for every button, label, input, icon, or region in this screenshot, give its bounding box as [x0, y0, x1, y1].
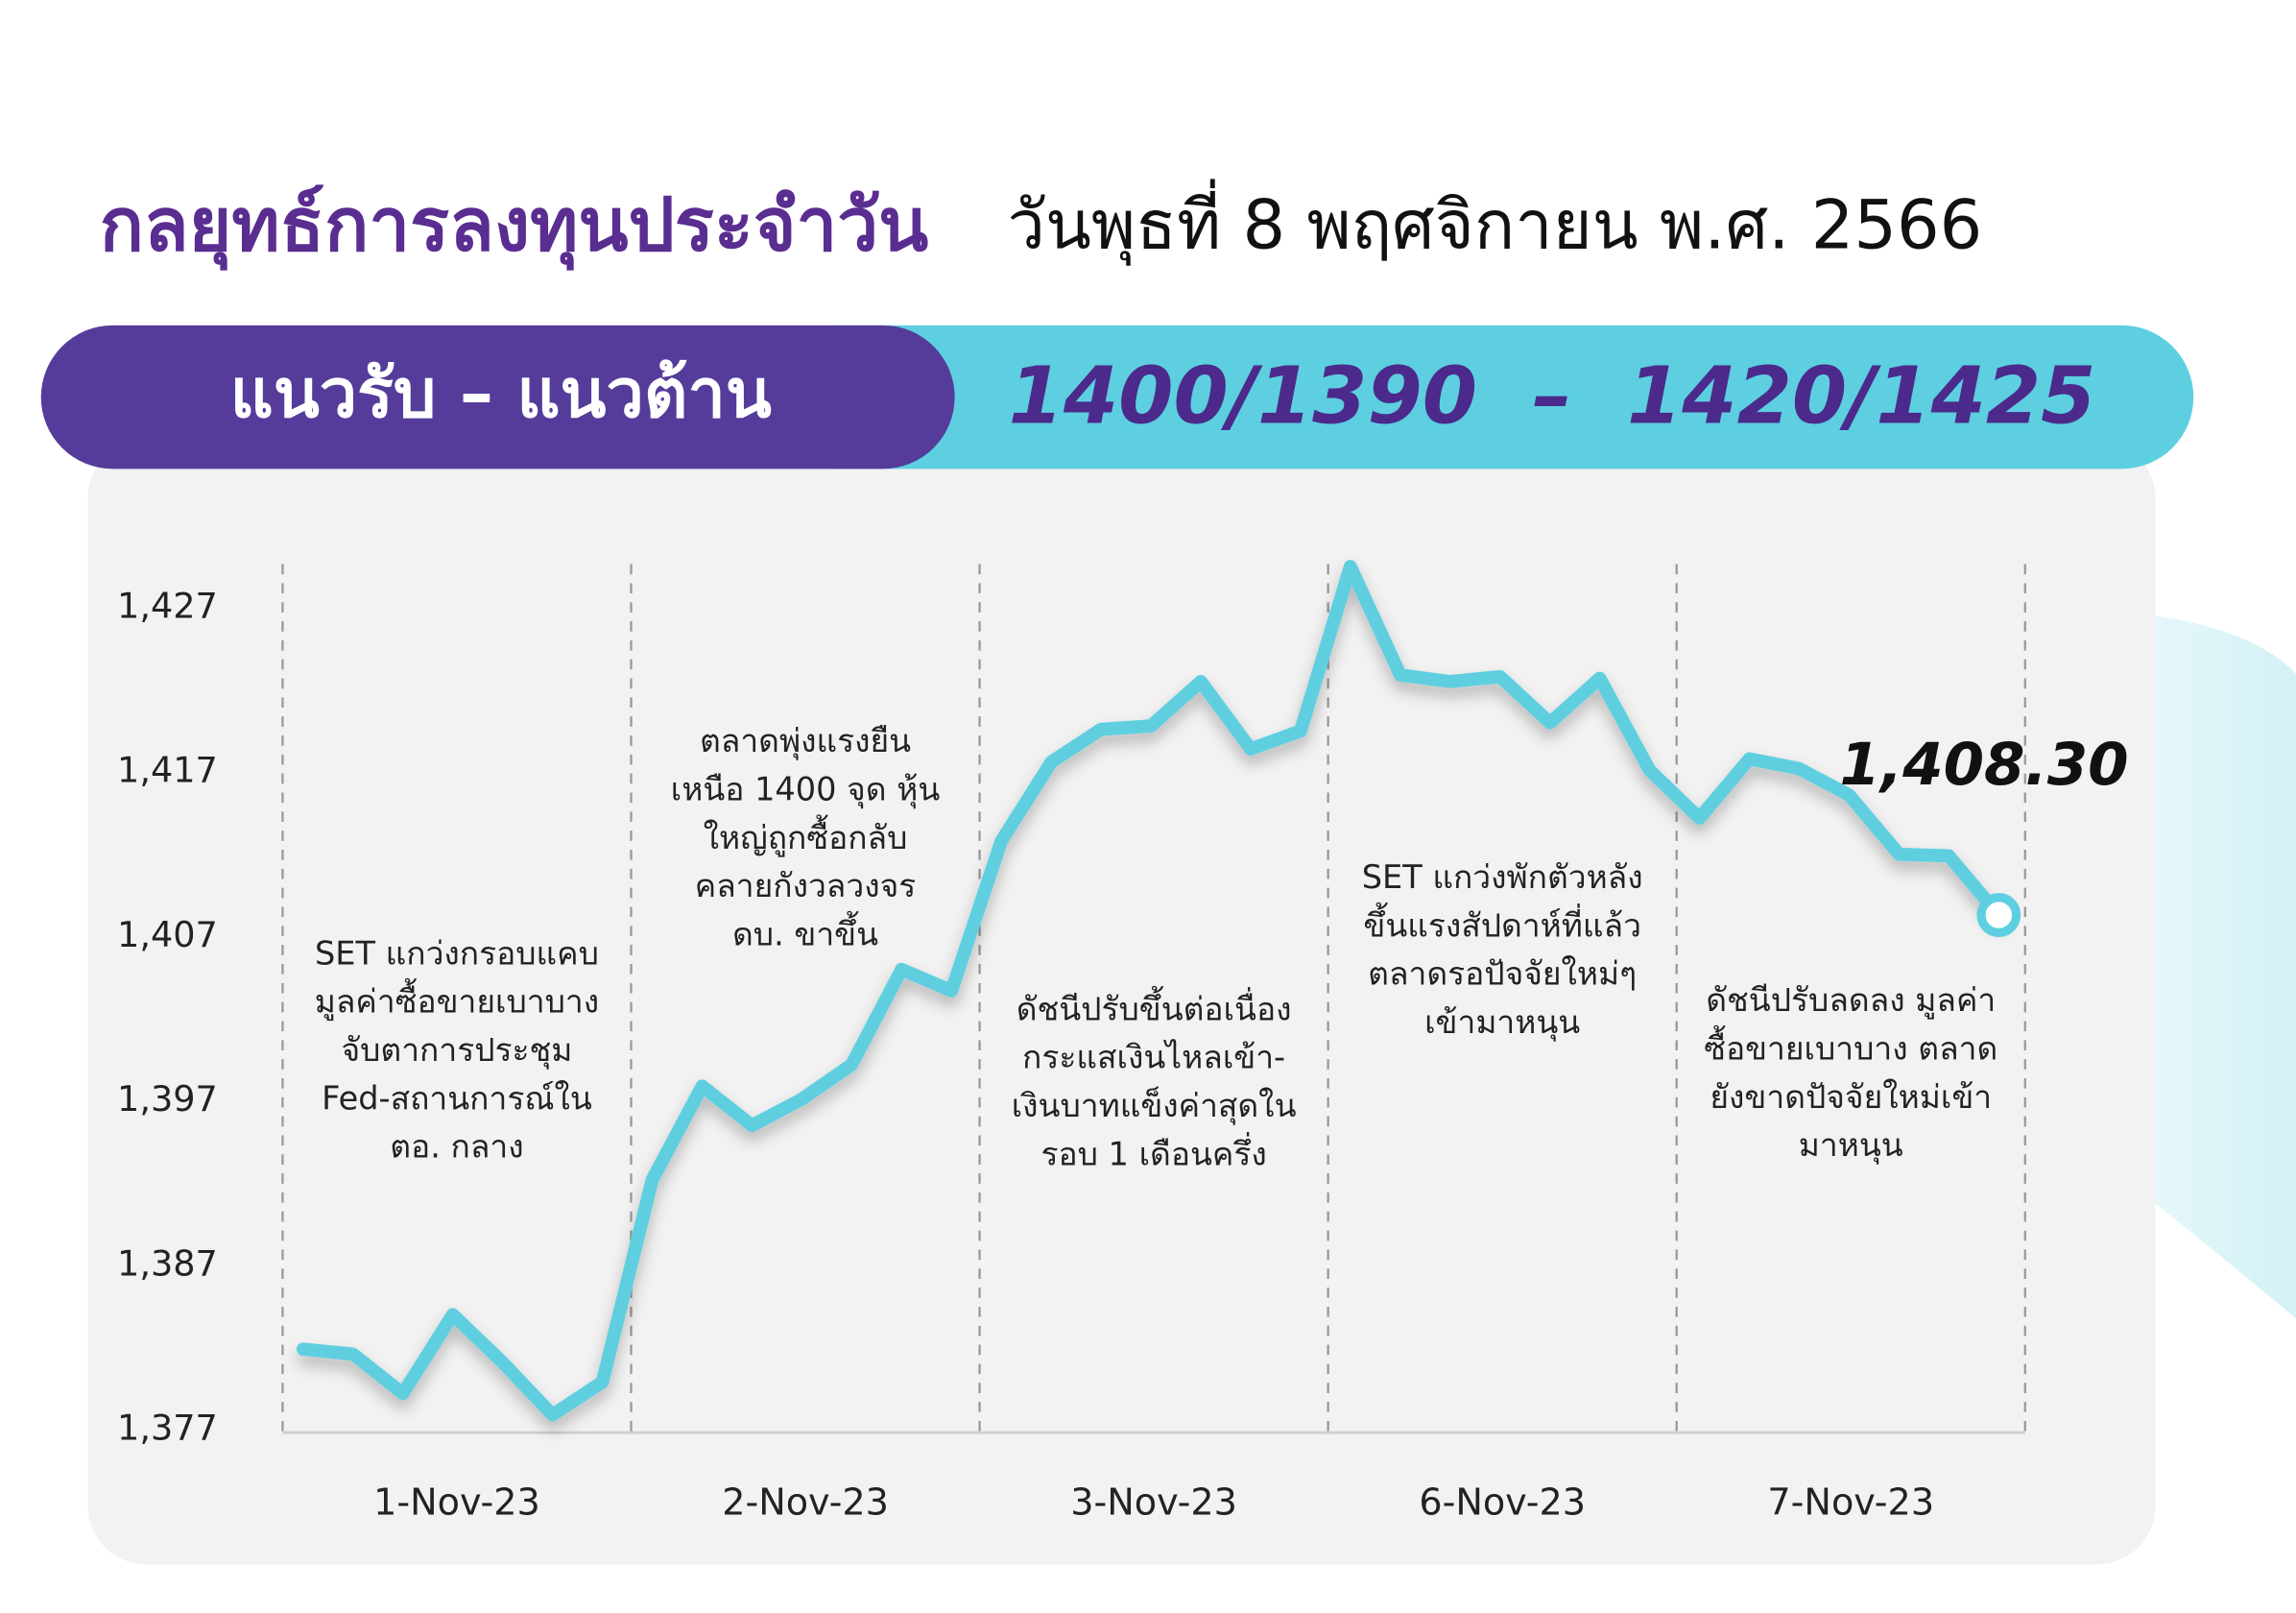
y-tick-label: 1,417 — [117, 750, 218, 791]
annotation: คลายกังวลวงจร — [695, 867, 916, 904]
banner-right — [761, 325, 2194, 469]
date: วันพุธที่ 8 พฤศจิกายน พ.ศ. 2566 — [1008, 180, 1983, 267]
annotation: จับตาการประชุม — [341, 1031, 572, 1070]
chart-panel — [87, 439, 2156, 1565]
annotation: ดัชนีปรับขึ้นต่อเนื่อง — [1016, 985, 1292, 1027]
banner-left — [40, 325, 955, 469]
annotation: SET แกว่งกรอบแคบ — [315, 934, 599, 972]
x-tick-label: 7-Nov-23 — [1767, 1481, 1934, 1523]
annotation: รอบ 1 เดือนครึ่ง — [1040, 1131, 1266, 1172]
annotation: ตลาดรอปัจจัยใหม่ๆ — [1368, 955, 1637, 993]
x-tick-label: 2-Nov-23 — [722, 1481, 889, 1523]
title: กลยุทธ์การลงทุนประจำวัน — [100, 182, 929, 272]
y-tick-label: 1,387 — [117, 1242, 218, 1284]
banner-label: แนวรับ – แนวต้าน — [230, 354, 772, 433]
annotation: ตอ. กลาง — [390, 1128, 523, 1166]
annotation: ซื้อขายเบาบาง ตลาด — [1704, 1024, 1997, 1067]
annotation: ใหญ่ถูกซื้อกลับ — [704, 814, 908, 857]
x-tick-label: 6-Nov-23 — [1419, 1481, 1586, 1523]
y-tick-label: 1,397 — [117, 1078, 218, 1119]
y-tick-label: 1,407 — [117, 914, 218, 955]
x-tick-label: 3-Nov-23 — [1070, 1481, 1237, 1523]
annotation: ยังขาดปัจจัยใหม่เข้า — [1710, 1078, 1992, 1116]
y-tick-label: 1,377 — [117, 1408, 218, 1449]
annotation: ดบ. ขาขึ้น — [732, 911, 878, 953]
annotation: เข้ามาหนุน — [1424, 1003, 1580, 1042]
y-tick-label: 1,427 — [117, 585, 218, 626]
annotation: มาหนุน — [1799, 1126, 1903, 1165]
value-label: 1,408.30 — [1840, 731, 2129, 799]
background-shape — [2152, 614, 2296, 1319]
banner-levels: 1400/1390 – 1420/1425 — [1009, 351, 2096, 443]
annotation: เงินบาทแข็งค่าสุดใน — [1012, 1086, 1297, 1125]
annotation: เหนือ 1400 จุด หุ้น — [671, 770, 941, 808]
annotation: ขึ้นแรงสัปดาห์ที่แล้ว — [1363, 902, 1641, 944]
annotation: Fed-สถานการณ์ใน — [322, 1079, 592, 1117]
series-line — [296, 560, 2006, 1422]
annotation: ดัชนีปรับลดลง มูลค่า — [1706, 981, 1996, 1020]
annotation: SET แกว่งพักตัวหลัง — [1362, 858, 1643, 896]
end-point — [1976, 893, 2021, 937]
annotation: มูลค่าซื้อขายเบาบาง — [315, 978, 599, 1022]
annotation: กระแสเงินไหลเข้า- — [1022, 1039, 1285, 1076]
plot: 1,377 1,387 1,397 1,407 1,417 1,427 1-Nov-23 SE… — [117, 560, 2129, 1523]
annotation: ตลาดพุ่งแรงยืน — [700, 722, 911, 760]
x-tick-label: 1-Nov-23 — [373, 1481, 540, 1523]
